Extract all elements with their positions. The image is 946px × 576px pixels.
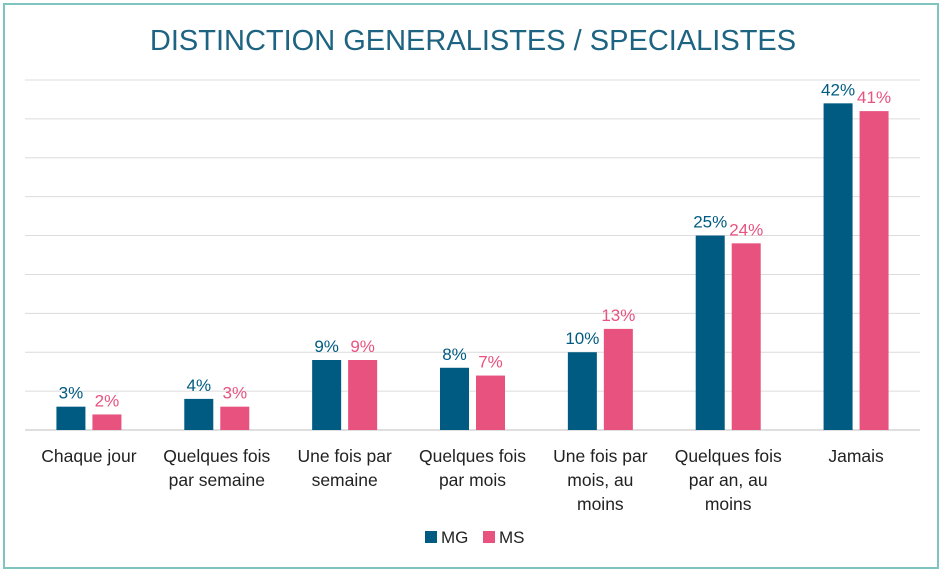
data-label-mg: 8% bbox=[442, 345, 467, 364]
bar-mg bbox=[823, 103, 853, 430]
data-label-mg: 42% bbox=[821, 80, 855, 99]
data-label-mg: 25% bbox=[693, 213, 727, 232]
gridlines bbox=[25, 79, 920, 431]
legend-label-mg: MG bbox=[441, 528, 468, 547]
bar-mg bbox=[184, 398, 214, 430]
bar-mg bbox=[440, 367, 469, 430]
bar-ms bbox=[476, 375, 505, 430]
bar-ms bbox=[92, 414, 122, 430]
bar-mg bbox=[567, 352, 597, 430]
category-label: Quelques fois par mois bbox=[419, 446, 526, 490]
data-label-ms: 7% bbox=[478, 353, 503, 372]
category-label: Quelques fois par semaine bbox=[163, 446, 270, 490]
bar-mg bbox=[695, 235, 725, 430]
data-label-mg: 9% bbox=[314, 337, 339, 356]
legend-swatch-mg bbox=[425, 531, 437, 543]
data-label-ms: 9% bbox=[350, 337, 375, 356]
category-label: Chaque jour bbox=[41, 446, 137, 466]
category-label: Une fois par semaine bbox=[297, 446, 392, 490]
data-label-mg: 3% bbox=[59, 384, 84, 403]
category-label: Quelques fois par an, au moins bbox=[675, 446, 782, 514]
bar-ms bbox=[603, 328, 633, 430]
category-label: Une fois par mois, au moins bbox=[553, 446, 648, 514]
data-label-mg: 10% bbox=[565, 329, 599, 348]
bars bbox=[56, 103, 889, 430]
legend-swatch-ms bbox=[483, 531, 495, 543]
data-label-ms: 2% bbox=[95, 391, 120, 410]
bar-mg bbox=[312, 360, 342, 430]
chart-title: DISTINCTION GENERALISTES / SPECIALISTES bbox=[150, 25, 796, 57]
data-label-ms: 41% bbox=[857, 88, 891, 107]
bar-mg bbox=[56, 406, 86, 430]
category-label: Jamais bbox=[828, 446, 884, 466]
legend-label-ms: MS bbox=[499, 528, 525, 547]
data-label-ms: 13% bbox=[601, 306, 635, 325]
data-label-mg: 4% bbox=[186, 376, 211, 395]
data-label-ms: 3% bbox=[222, 384, 247, 403]
bar-ms bbox=[859, 111, 889, 430]
category-labels: Chaque jour Quelques fois par semaine Une f… bbox=[41, 446, 884, 514]
data-label-ms: 24% bbox=[729, 220, 763, 239]
chart-frame bbox=[3, 3, 939, 569]
bar-ms bbox=[220, 406, 250, 430]
bar-ms bbox=[348, 360, 378, 430]
data-labels: 3% 2% 4% 3% 9% 9% 8% 7% 10%13% 25% 24% 42% 41% bbox=[59, 80, 891, 410]
legend: MG MS bbox=[425, 528, 525, 547]
bar-ms bbox=[731, 243, 761, 430]
